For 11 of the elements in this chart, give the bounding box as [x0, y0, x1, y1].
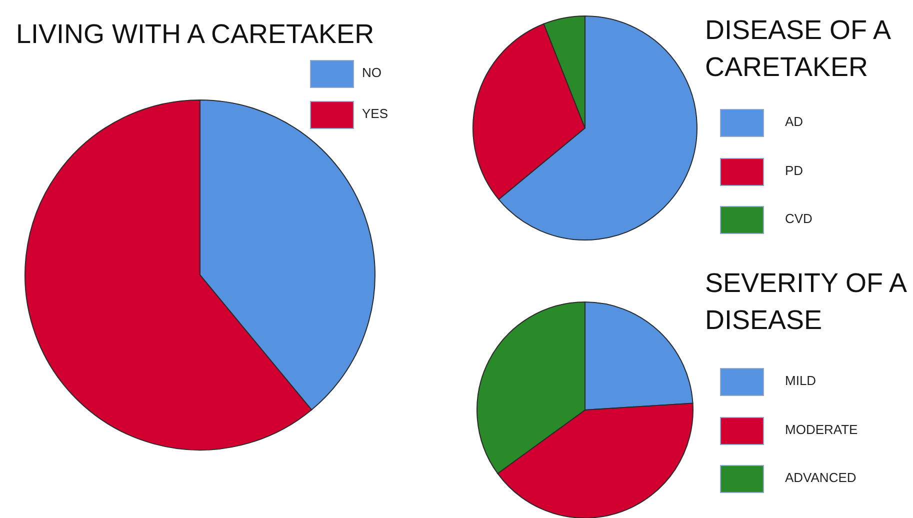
chart-title: SEVERITY OF A DISEASE	[705, 267, 908, 337]
legend-label: NO	[362, 65, 382, 80]
legend-label: CVD	[785, 211, 812, 226]
text: DISEASE OF A CARETAKER	[705, 14, 892, 84]
legend-label: MILD	[785, 373, 816, 388]
legend-label: AD	[785, 114, 804, 129]
legend-label: YES	[362, 106, 388, 121]
legend-label: MODERATE	[785, 422, 858, 436]
chart-title: LIVING WITH A CARETAKER	[16, 18, 376, 51]
legend-label: ADVANCED	[785, 470, 856, 485]
legend-label: PD	[785, 162, 804, 178]
